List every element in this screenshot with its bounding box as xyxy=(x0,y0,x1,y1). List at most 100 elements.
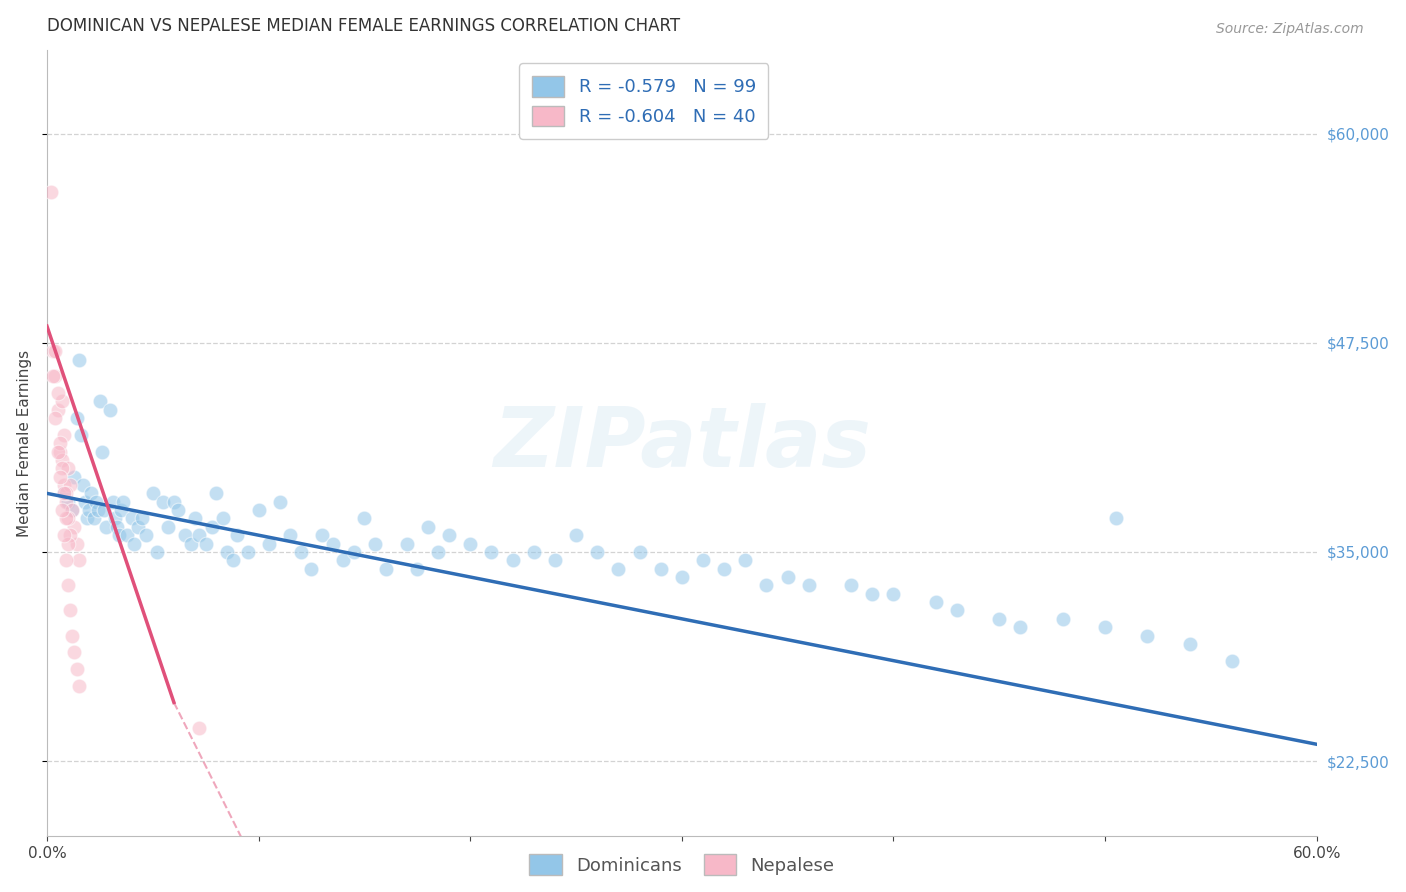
Point xyxy=(39,186,62,200)
Point xyxy=(76,511,98,525)
Point xyxy=(650,561,672,575)
Point xyxy=(713,561,735,575)
Point xyxy=(290,545,312,559)
Point xyxy=(108,528,131,542)
Point xyxy=(479,545,502,559)
Point xyxy=(257,536,280,550)
Point xyxy=(544,553,567,567)
Point xyxy=(502,553,524,567)
Point xyxy=(458,536,481,550)
Point xyxy=(52,427,75,442)
Text: Source: ZipAtlas.com: Source: ZipAtlas.com xyxy=(1216,22,1364,37)
Point xyxy=(77,503,100,517)
Point xyxy=(395,536,418,550)
Point xyxy=(194,536,217,550)
Point xyxy=(46,444,69,458)
Point xyxy=(437,528,460,542)
Point xyxy=(205,486,228,500)
Point xyxy=(93,503,115,517)
Point xyxy=(42,369,65,384)
Point xyxy=(180,536,202,550)
Point xyxy=(247,503,270,517)
Point xyxy=(55,486,77,500)
Point xyxy=(52,478,75,492)
Point xyxy=(112,494,135,508)
Point xyxy=(65,411,87,425)
Point xyxy=(946,603,969,617)
Point xyxy=(63,520,86,534)
Point xyxy=(211,511,233,525)
Point xyxy=(52,486,75,500)
Point xyxy=(56,511,79,525)
Point xyxy=(839,578,862,592)
Point xyxy=(48,444,70,458)
Point xyxy=(156,520,179,534)
Point xyxy=(269,494,291,508)
Point xyxy=(101,494,124,508)
Point xyxy=(42,344,65,359)
Point xyxy=(776,570,799,584)
Point xyxy=(63,645,86,659)
Point xyxy=(1220,654,1243,668)
Point xyxy=(163,494,186,508)
Point xyxy=(173,528,195,542)
Point xyxy=(51,461,73,475)
Point xyxy=(59,478,82,492)
Point xyxy=(301,561,323,575)
Point xyxy=(56,461,79,475)
Point xyxy=(46,402,69,417)
Point xyxy=(925,595,948,609)
Point xyxy=(121,511,143,525)
Point xyxy=(69,427,91,442)
Point xyxy=(332,553,354,567)
Point xyxy=(1010,620,1032,634)
Point xyxy=(117,528,139,542)
Point xyxy=(87,503,110,517)
Text: DOMINICAN VS NEPALESE MEDIAN FEMALE EARNINGS CORRELATION CHART: DOMINICAN VS NEPALESE MEDIAN FEMALE EARN… xyxy=(46,17,681,35)
Point xyxy=(91,444,114,458)
Point xyxy=(142,486,165,500)
Point xyxy=(236,545,259,559)
Point xyxy=(105,520,128,534)
Point xyxy=(416,520,439,534)
Point xyxy=(734,553,756,567)
Point xyxy=(67,679,90,693)
Point xyxy=(127,520,149,534)
Point xyxy=(988,612,1011,626)
Point xyxy=(343,545,366,559)
Y-axis label: Median Female Earnings: Median Female Earnings xyxy=(17,350,32,537)
Point xyxy=(278,528,301,542)
Point xyxy=(1052,612,1074,626)
Point xyxy=(1105,511,1128,525)
Point xyxy=(122,536,145,550)
Point xyxy=(628,545,651,559)
Point xyxy=(226,528,249,542)
Point xyxy=(56,494,79,508)
Point xyxy=(322,536,344,550)
Point xyxy=(46,386,69,401)
Point xyxy=(135,528,157,542)
Point xyxy=(184,511,207,525)
Point xyxy=(188,721,211,735)
Point xyxy=(523,545,546,559)
Point xyxy=(586,545,609,559)
Point xyxy=(353,511,375,525)
Point xyxy=(146,545,169,559)
Point xyxy=(72,478,94,492)
Point xyxy=(59,603,82,617)
Point xyxy=(65,536,87,550)
Point xyxy=(692,553,714,567)
Text: ZIPatlas: ZIPatlas xyxy=(494,402,870,483)
Point xyxy=(48,469,70,483)
Point xyxy=(374,561,396,575)
Point xyxy=(55,494,77,508)
Point xyxy=(882,587,904,601)
Point xyxy=(59,528,82,542)
Point xyxy=(56,578,79,592)
Point xyxy=(51,503,73,517)
Point xyxy=(51,453,73,467)
Point xyxy=(215,545,238,559)
Point xyxy=(55,511,77,525)
Point xyxy=(671,570,693,584)
Point xyxy=(755,578,778,592)
